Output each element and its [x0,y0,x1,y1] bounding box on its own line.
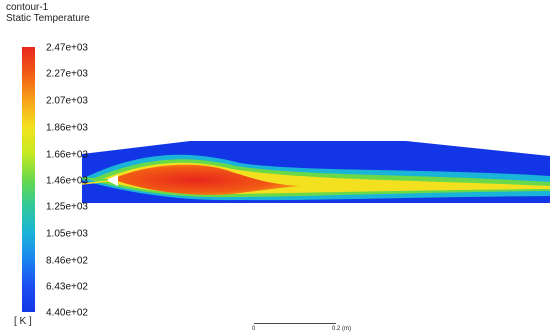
injector [106,175,118,186]
colorbar-label: 6.43e+02 [46,281,88,293]
scale-bar: 0 0.2 (m) [252,322,351,332]
colorbar-units: [ K ] [14,316,32,327]
colorbar-label: 1.66e+03 [46,149,88,161]
flame-core [112,164,300,195]
colorbar-label: 1.25e+03 [46,201,88,213]
colorbar [22,47,35,312]
colorbar-label: 4.40e+02 [46,307,88,319]
variable-name: Static Temperature [6,13,90,24]
plot-title-block: contour-1 Static Temperature [6,2,90,24]
colorbar-label: 1.86e+03 [46,122,88,134]
scale-bar-line [254,323,336,324]
colorbar-label: 2.27e+03 [46,68,88,80]
colorbar-label: 2.07e+03 [46,95,88,107]
colorbar-label: 1.46e+03 [46,175,88,187]
scale-end-label: 0.2 (m) [332,326,352,332]
scale-start-label: 0 [252,326,256,332]
colorbar-label: 8.46e+02 [46,255,88,267]
colorbar-label: 1.05e+03 [46,228,88,240]
contour-name: contour-1 [6,2,49,13]
colorbar-label: 2.47e+03 [46,42,88,54]
